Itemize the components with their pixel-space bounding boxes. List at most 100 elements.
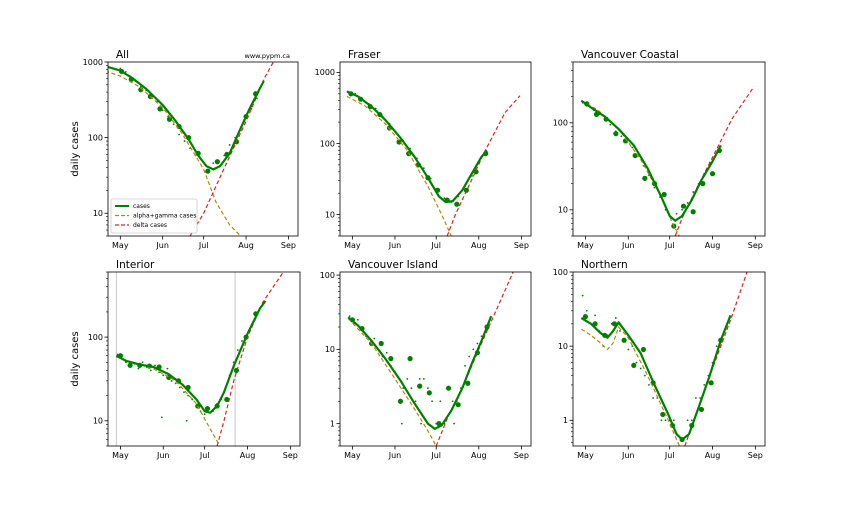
panel-6-data-point (660, 419, 663, 422)
panel-6-x-tick-label: Jul (664, 451, 675, 460)
panel-4-x-tick-label: Aug (240, 451, 256, 460)
panel-5-data-point (465, 380, 471, 386)
panel-3-data-point (613, 131, 619, 137)
legend-label-1: cases (133, 203, 150, 210)
panel-5-data-point (431, 400, 433, 403)
panel-5-data-point (455, 402, 461, 408)
panel-4-title: Interior (116, 259, 155, 271)
legend-label-3: delta cases (133, 222, 167, 229)
panel-1-data-point (178, 133, 180, 136)
panel-4-axes: 10 100 May Jun Jul Aug Sep Interior daily cases (70, 259, 301, 460)
panel-5-data-point (410, 387, 413, 390)
legend-label-2: alpha+gamma cases (133, 213, 196, 220)
panel-6-data-point (639, 367, 642, 370)
panel-6-data-point (643, 374, 646, 377)
panel-3-data-point (692, 191, 695, 193)
panel-3-x-tick-label: Jul (664, 241, 675, 250)
panel-1-x-tick-label: Aug (238, 241, 254, 250)
panel-6-x-tick-label: Sep (748, 451, 763, 460)
panel-1-x-tick-label: Jul (198, 241, 209, 250)
panel-5-data-point (414, 400, 417, 403)
panel-4-data-point (204, 405, 211, 412)
panel-3-data-point (648, 174, 650, 177)
panel-6-x-tick-label: May (577, 451, 594, 460)
panel-6-frame (572, 271, 766, 447)
panel-1-data-point (250, 107, 253, 110)
panel-4-data-point (185, 419, 188, 422)
panel-5-data-point (468, 355, 471, 358)
panel-4-data-point (162, 374, 165, 377)
panel-6-x-tick-label: Aug (705, 451, 721, 460)
panel-6-y-tick-label: 10 (558, 342, 568, 351)
panel-6-data-point (686, 419, 689, 422)
panel-3-data-point (680, 203, 687, 209)
panel-5-data-point (453, 422, 455, 425)
panel-3-cases-line (580, 99, 722, 222)
panel-4-y-tick-label: 100 (88, 333, 103, 342)
panel-6-data-point (619, 330, 621, 332)
legend-box (110, 198, 198, 234)
panel-4-alpha-gamma-line (116, 356, 221, 446)
panel-3-data-point (609, 123, 612, 126)
panel-3-data-point (681, 208, 684, 211)
panel-4-data-point (149, 369, 152, 372)
panel-1-plot-area (108, 62, 274, 236)
panel-4-data-point (224, 396, 230, 403)
panel-3-axes: 10 100 May Jun Jul Aug Sep Vancouver Coastal (553, 49, 766, 250)
panel-6-y-tick-label: 100 (553, 268, 568, 277)
panel-4-data-point (141, 361, 144, 364)
panel-6-data-point (672, 419, 675, 422)
panel-3-frame (572, 61, 766, 237)
panel-5-x-tick-label: Sep (514, 451, 529, 460)
panel-4-data-point (170, 379, 173, 382)
panel-4-plot-area (115, 272, 284, 446)
panel-1-x-tick-label: May (112, 241, 129, 250)
panel-5-frame (339, 271, 532, 447)
panel-3-data-point (709, 171, 716, 177)
panel-4-frame (107, 271, 301, 447)
panel-3-delta-line (674, 86, 755, 236)
panel-6-x-tick-label: Jun (621, 451, 635, 460)
panel-4-cases-line (115, 300, 267, 414)
panel-1-y-tick-label: 10 (93, 209, 103, 218)
panel-2-x-tick-label: Aug (471, 241, 487, 250)
panel-4-data-point (154, 364, 156, 367)
panel-2-alpha-gamma-line (346, 95, 452, 236)
panel-2-data-point (463, 187, 470, 193)
panel-3-plot-area (580, 86, 755, 236)
panel-6-data-point (635, 361, 638, 364)
panel-5-data-point (472, 348, 475, 351)
panel-4-data-point (187, 394, 190, 397)
panel-5-data-point (445, 385, 452, 391)
panel-3-data-point (686, 202, 689, 204)
panel-6-data-point (614, 317, 617, 319)
panel-4-x-tick-label: Jun (156, 451, 170, 460)
panel-5-data-point (356, 318, 359, 321)
panel-5-data-point (397, 398, 404, 404)
panel-6-data-point (581, 294, 584, 297)
panel-5-data-point (464, 364, 466, 367)
panel-5-data-point (407, 356, 413, 362)
panel-1-x-tick-label: Sep (281, 241, 296, 250)
panel-5-axes: 1 10 100 May Jun Jul Aug Sep Vancouver Island (320, 259, 532, 460)
panel-6-cases-line (580, 315, 732, 441)
panel-6-axes: 1 10 100 May Jun Jul Aug Sep Northern (553, 259, 766, 460)
panel-1-data-point (214, 159, 220, 165)
panel-2-y-tick-label: 1000 (315, 68, 335, 77)
panel-4-data-point (137, 367, 140, 370)
panel-1-data-point (205, 168, 211, 174)
panel-6-y-tick-label: 1 (563, 416, 568, 425)
panel-5-data-point (378, 340, 384, 347)
panel-6-data-point (585, 309, 588, 312)
panel-5-y-tick-label: 100 (320, 271, 335, 280)
panel-2-x-tick-label: May (344, 241, 361, 250)
panel-1-watermark: www.pypm.ca (245, 52, 290, 60)
panel-4-data-point (127, 362, 133, 368)
panel-3-x-tick-label: Aug (705, 241, 721, 250)
panel-4-x-tick-label: Sep (283, 451, 298, 460)
panel-2-y-tick-label: 10 (325, 210, 335, 219)
panel-5-data-point (439, 400, 442, 403)
panel-3-y-tick-label: 10 (558, 206, 568, 215)
panel-4-data-point (241, 340, 243, 342)
panel-1-y-axis-label: daily cases (70, 121, 81, 176)
